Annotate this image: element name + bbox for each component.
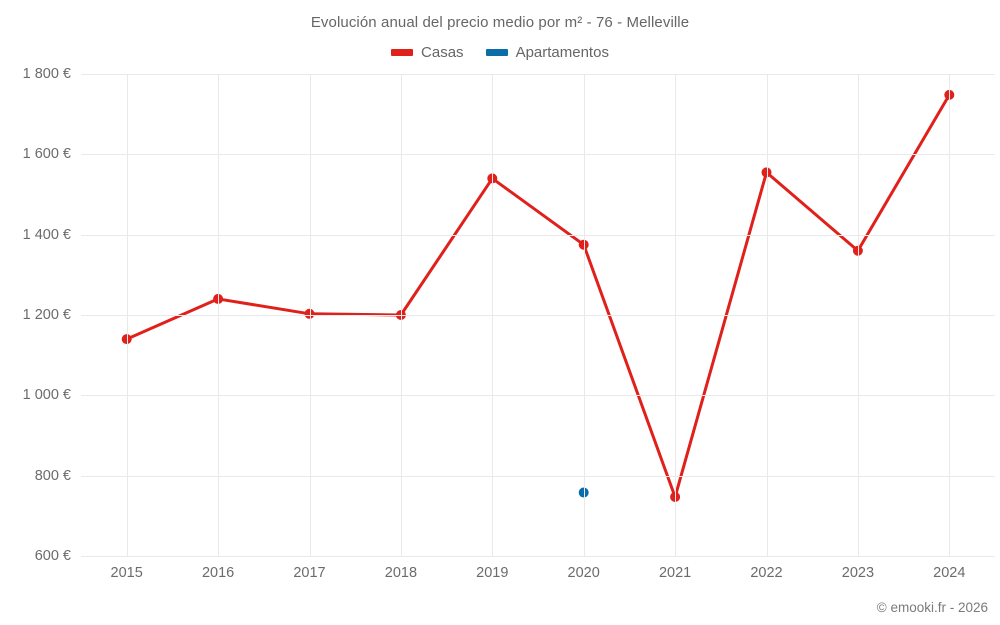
gridline-vertical <box>309 74 311 556</box>
x-axis-tick-label: 2022 <box>750 565 783 581</box>
series-layer <box>121 89 955 502</box>
gridline-vertical <box>218 74 220 556</box>
y-axis-tick-label: 1 400 € <box>22 226 71 243</box>
y-axis-tick-label: 1 800 € <box>22 66 71 82</box>
gridline-horizontal <box>81 74 995 75</box>
gridline-vertical <box>126 74 128 556</box>
chart-legend: Casas Apartamentos <box>0 44 1000 61</box>
x-axis-tick-label: 2021 <box>658 565 692 581</box>
gridline-vertical <box>857 74 859 556</box>
gridline-vertical <box>949 74 951 556</box>
gridline-horizontal <box>81 395 995 397</box>
y-axis-tick-label: 1 600 € <box>22 146 71 163</box>
x-axis-tick-label: 2024 <box>933 565 966 581</box>
legend-label-apartamentos: Apartamentos <box>515 44 609 61</box>
y-axis-tick-label: 1 200 € <box>22 307 71 323</box>
gridline-vertical <box>583 74 585 556</box>
gridline-vertical <box>675 74 677 556</box>
legend-swatch-casas <box>391 49 414 56</box>
chart-title: Evolución anual del precio medio por m² … <box>310 14 690 31</box>
y-axis-tick-label: 800 € <box>34 467 71 484</box>
credit-text: © emooki.fr - 2026 <box>876 600 988 615</box>
legend-item-casas[interactable]: Casas <box>391 44 464 61</box>
series-line-casas <box>125 93 951 499</box>
y-axis-tick-label: 600 € <box>34 548 71 564</box>
x-axis-tick-label: 2020 <box>567 565 600 581</box>
y-axis-labels: 1 800 € 1 600 € 1 400 € 1 200 € 1 000 € 800 €… <box>0 66 1000 564</box>
gridline-horizontal <box>81 154 995 156</box>
x-axis-tick-label: 2023 <box>841 565 875 581</box>
x-axis-tick-label: 2017 <box>293 565 326 581</box>
x-axis-tick-label: 2016 <box>201 565 235 581</box>
x-axis-tick-label: 2018 <box>384 565 418 581</box>
gridline-horizontal <box>81 234 995 236</box>
y-axis-tick-label: 1 000 € <box>22 387 71 404</box>
gridline-horizontal <box>81 475 995 477</box>
x-axis-tick-label: 2019 <box>476 565 509 581</box>
gridline-horizontal <box>81 556 995 557</box>
gridline-vertical <box>492 74 494 556</box>
gridline-vertical <box>400 74 402 556</box>
legend-label-casas: Casas <box>421 44 464 61</box>
x-axis-tick-label: 2015 <box>110 565 143 581</box>
gridline-vertical <box>766 74 768 556</box>
legend-item-apartamentos[interactable]: Apartamentos <box>485 44 609 61</box>
legend-swatch-apartamentos <box>485 49 508 56</box>
gridline-horizontal <box>81 315 995 316</box>
plot-area <box>81 74 995 557</box>
